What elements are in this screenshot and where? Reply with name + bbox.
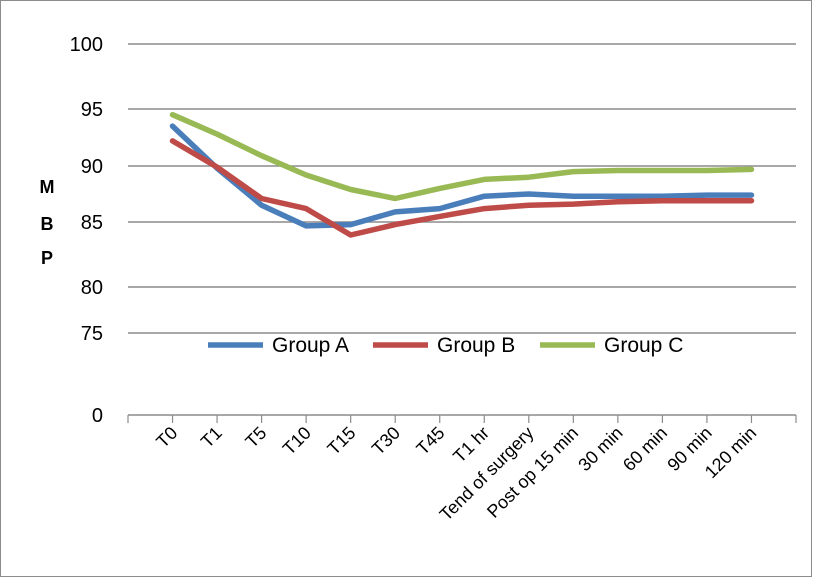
y-tick-label-95: 95 [81,99,103,121]
y-tick-label-80: 80 [81,277,103,299]
series-lines [169,111,755,238]
y-tick-label-75: 75 [81,323,103,345]
y-axis-label-letter-b: B [41,214,54,234]
series-line-group-b [169,138,755,238]
legend-label-group-c: Group C [604,334,683,357]
y-tick-label-90: 90 [81,156,103,178]
legend-label-group-a: Group A [272,334,349,357]
series-line-group-c [169,111,755,202]
legend: Group A Group B Group C [208,334,683,357]
y-axis-label-letter-p: P [41,248,53,268]
gridlines [128,43,796,334]
y-tick-labels: 0 75 80 85 90 95 100 [70,34,103,427]
y-tick-label-0: 0 [92,405,103,427]
y-tick-label-100: 100 [70,34,103,56]
y-tick-label-85: 85 [81,212,103,234]
y-axis-label-letter-m: M [40,177,55,197]
legend-label-group-b: Group B [437,334,515,357]
series-line-group-a [169,123,755,229]
axes [127,414,797,423]
y-axis-label: MBP [40,177,55,268]
